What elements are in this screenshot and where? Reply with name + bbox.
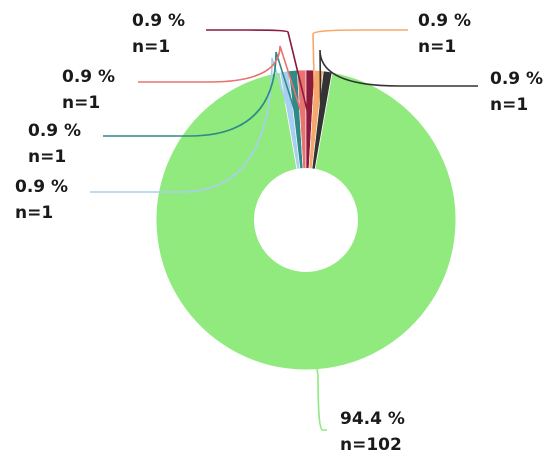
slice-count-label-1: n=1	[15, 203, 53, 223]
slice-percent-label-1: 0.9 %	[15, 177, 68, 197]
slice-percent-label-3: 0.9 %	[62, 67, 115, 87]
slice-count-label-3: n=1	[62, 93, 100, 113]
leader-line-1	[90, 57, 292, 193]
slice-count-label-0: n=102	[340, 435, 402, 455]
leader-line-3	[138, 45, 304, 119]
slice-percent-label-5: 0.9 %	[418, 11, 471, 31]
slice-percent-label-0: 94.4 %	[340, 409, 405, 429]
slice-count-label-6: n=1	[490, 95, 528, 115]
slice-percent-label-6: 0.9 %	[490, 69, 543, 89]
leader-line-4	[206, 29, 310, 119]
slice-count-label-5: n=1	[418, 37, 456, 57]
slice-labels: 94.4 % n=102 0.9 % n=1 0.9 % n=1 0.9 % n=1 0.9 %…	[15, 11, 543, 455]
slice-percent-label-2: 0.9 %	[28, 121, 81, 141]
leader-line-5	[312, 29, 408, 119]
leader-lines	[90, 29, 478, 431]
leader-line-6	[319, 49, 478, 120]
donut-hole	[254, 168, 358, 272]
slice-percent-label-4: 0.9 %	[132, 11, 185, 31]
leader-line-0	[315, 362, 327, 431]
slice-count-label-2: n=1	[28, 147, 66, 167]
slice-count-label-4: n=1	[132, 37, 170, 57]
